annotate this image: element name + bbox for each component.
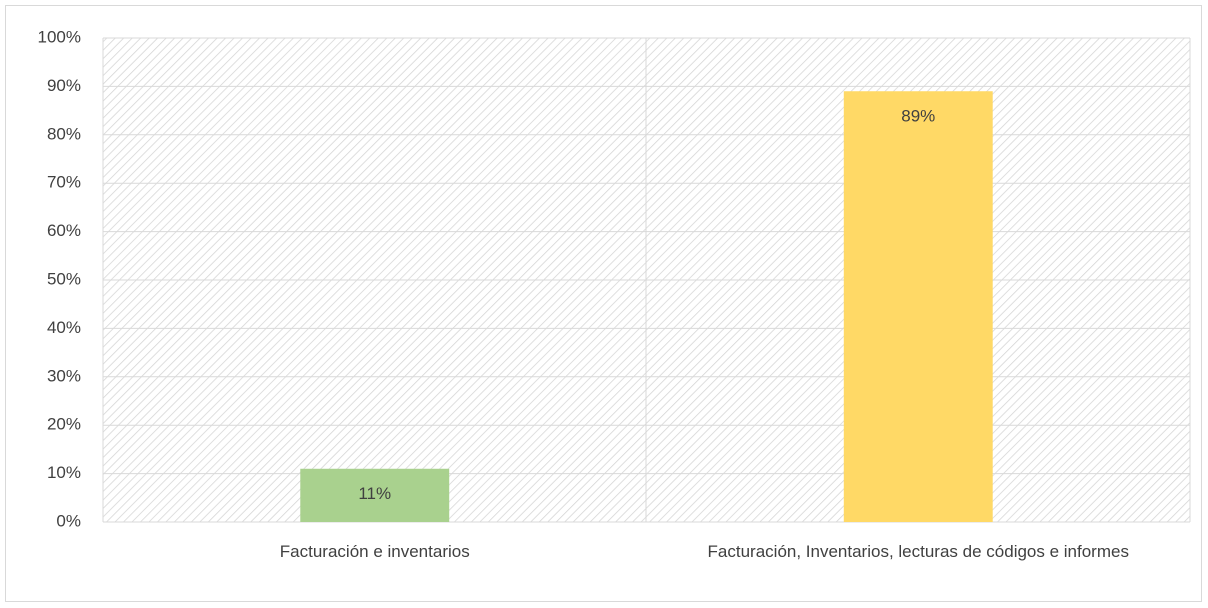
y-tick-label: 20% — [47, 415, 81, 434]
x-tick-label: Facturación e inventarios — [279, 542, 470, 561]
y-tick-label: 40% — [47, 318, 81, 337]
y-tick-label: 70% — [47, 173, 81, 192]
data-label: 11% — [358, 484, 391, 503]
y-tick-label: 0% — [56, 511, 81, 530]
x-tick-label: Facturación, Inventarios, lecturas de có… — [707, 542, 1129, 561]
y-tick-label: 60% — [47, 221, 81, 240]
y-tick-label: 50% — [47, 269, 81, 288]
y-tick-label: 10% — [47, 463, 81, 482]
y-tick-label: 80% — [47, 124, 81, 143]
bar — [300, 468, 450, 522]
y-tick-label: 100% — [38, 27, 81, 46]
y-tick-label: 30% — [47, 366, 81, 385]
bar — [843, 91, 993, 523]
data-label: 89% — [901, 107, 935, 126]
y-tick-label: 90% — [47, 76, 81, 95]
